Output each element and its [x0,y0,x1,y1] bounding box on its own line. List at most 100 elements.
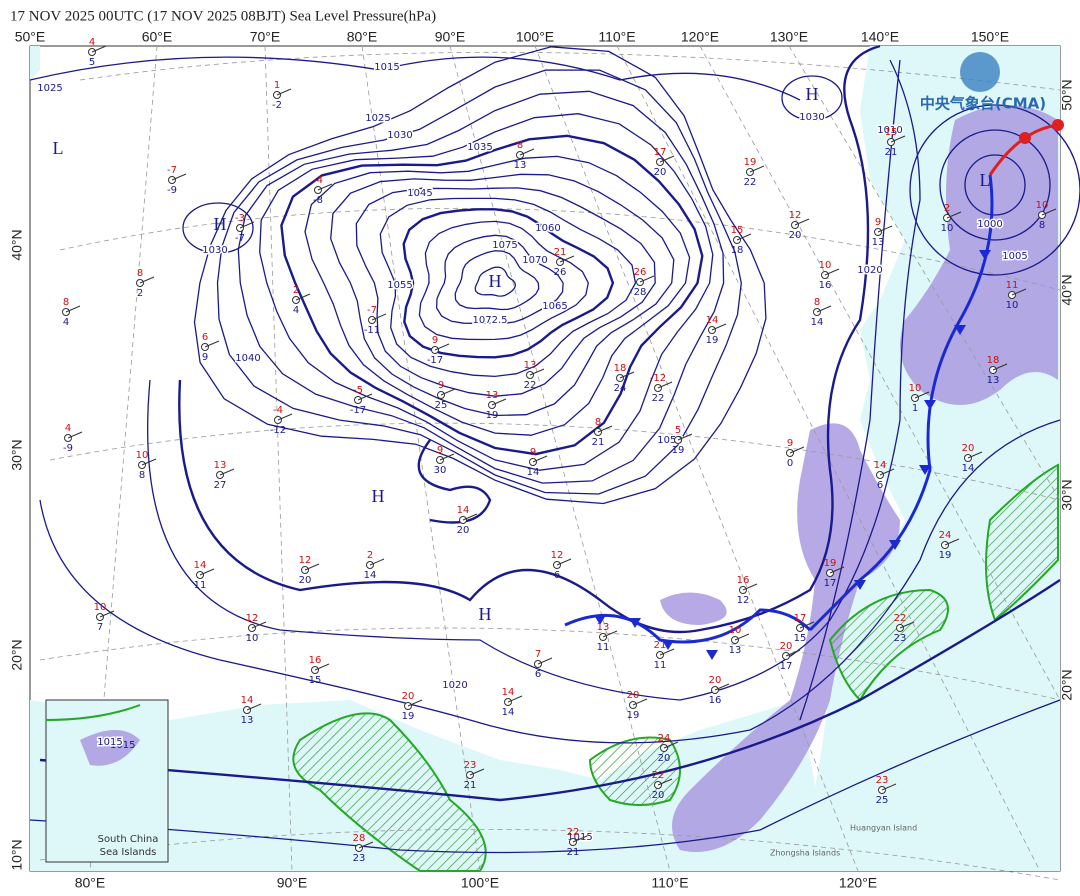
isobar-label: 1055 [387,280,412,291]
wind-barb [304,563,320,571]
station-dew: 19 [402,711,415,722]
station-dew: 22 [652,393,665,404]
pressure-center: H [806,84,819,104]
wind-barb [881,783,897,791]
station-temp: 5 [675,425,681,436]
wind-barb [877,225,893,233]
wind-barb [816,305,832,313]
isobar [280,134,704,456]
station-temp: 2 [367,550,373,561]
station-dew: 11 [597,642,610,653]
station-temp: 8 [814,297,820,308]
station-dew: 18 [731,245,744,256]
station-temp: 13 [214,460,227,471]
station-temp: 14 [457,505,470,516]
wind-barb [879,468,895,476]
station-dew: -7 [235,233,245,244]
isobar [379,197,637,378]
pressure-center: L [53,138,64,158]
lat-label: 50°N [1059,79,1075,110]
isobar-label: 1030 [799,112,824,123]
station-temp: 19 [824,558,837,569]
station-dew: 14 [527,467,540,478]
station-dew: 27 [214,480,227,491]
station-temp: 8 [63,297,69,308]
isobar [304,155,691,436]
station-dew: 28 [634,287,647,298]
station-temp: 17 [794,613,807,624]
station-dew: 11 [654,660,667,671]
front-triangle [854,580,866,590]
station-temp: 10 [94,602,107,613]
station-dew: 23 [353,853,366,864]
isobar-label: 1015 [97,737,122,748]
station-temp: 20 [780,641,793,652]
station-temp: -4 [313,175,323,186]
wind-barb [141,458,157,466]
station-temp: 21 [654,640,667,651]
station-temp: 23 [464,760,477,771]
wind-barb [799,621,815,629]
isobar [237,90,725,484]
lon-label: 130°E [770,29,808,45]
wind-barb [507,695,523,703]
station-temp: 10 [909,383,922,394]
station-dew: 10 [1006,300,1019,311]
station-dew: 8 [1039,220,1045,231]
station-temp: 11 [1006,280,1019,291]
lon-label: 150°E [971,29,1009,45]
isobar-label: 1010 [877,125,902,136]
station-temp: 9 [437,445,443,456]
hatched-area [828,588,949,702]
wind-barb [946,211,962,219]
precipitation [80,730,140,766]
wind-barb [677,433,693,441]
isobar-label: 1025 [365,113,390,124]
station-dew: 6 [535,669,541,680]
station-temp: 28 [353,833,366,844]
station-temp: 14 [502,687,515,698]
station-temp: 12 [299,555,312,566]
wind-barb [829,566,845,574]
front-triangle [889,540,901,550]
front-symbols [594,250,991,660]
isobar-label: 1072.5 [473,315,508,326]
wind-barb [734,633,750,641]
isobar-label: 1015 [374,62,399,73]
lon-label: 110°E [598,29,635,45]
isobar-label: 1035 [467,142,492,153]
station-temp: 9 [432,335,438,346]
pressure-center: H [479,604,492,624]
station-temp: 16 [309,655,322,666]
wind-barb [371,313,387,321]
station-dew: 30 [434,465,447,476]
station-temp: 16 [737,575,750,586]
wind-barb [440,388,456,396]
station-temp: 9 [530,447,536,458]
isobar [454,250,540,311]
pressure-center: H [214,214,227,234]
station-dew: -9 [63,443,73,454]
station-temp: -3 [235,213,245,224]
precipitation [672,423,900,852]
station-dew: 26 [554,267,567,278]
wind-barb [519,148,535,156]
station-temp: 8 [137,268,143,279]
station-temp: 4 [65,423,71,434]
isobar-label: 1070 [522,255,547,266]
isobar-label: 1065 [542,301,567,312]
isobar-label: 1030 [387,130,412,141]
station-dew: 9 [202,352,208,363]
isobar-label: 1005 [1002,251,1027,262]
wind-barb [469,768,485,776]
station-dew: 20 [658,753,671,764]
wind-barb [139,276,155,284]
wind-barb [219,468,235,476]
logo-text: 中央气象台(CMA) [920,95,1046,113]
station-dew: 13 [514,160,527,171]
wind-barb [639,275,655,283]
wind-barb [659,155,675,163]
precipitation [900,105,1058,405]
station-temp: 14 [874,460,887,471]
front-triangle [706,650,718,660]
